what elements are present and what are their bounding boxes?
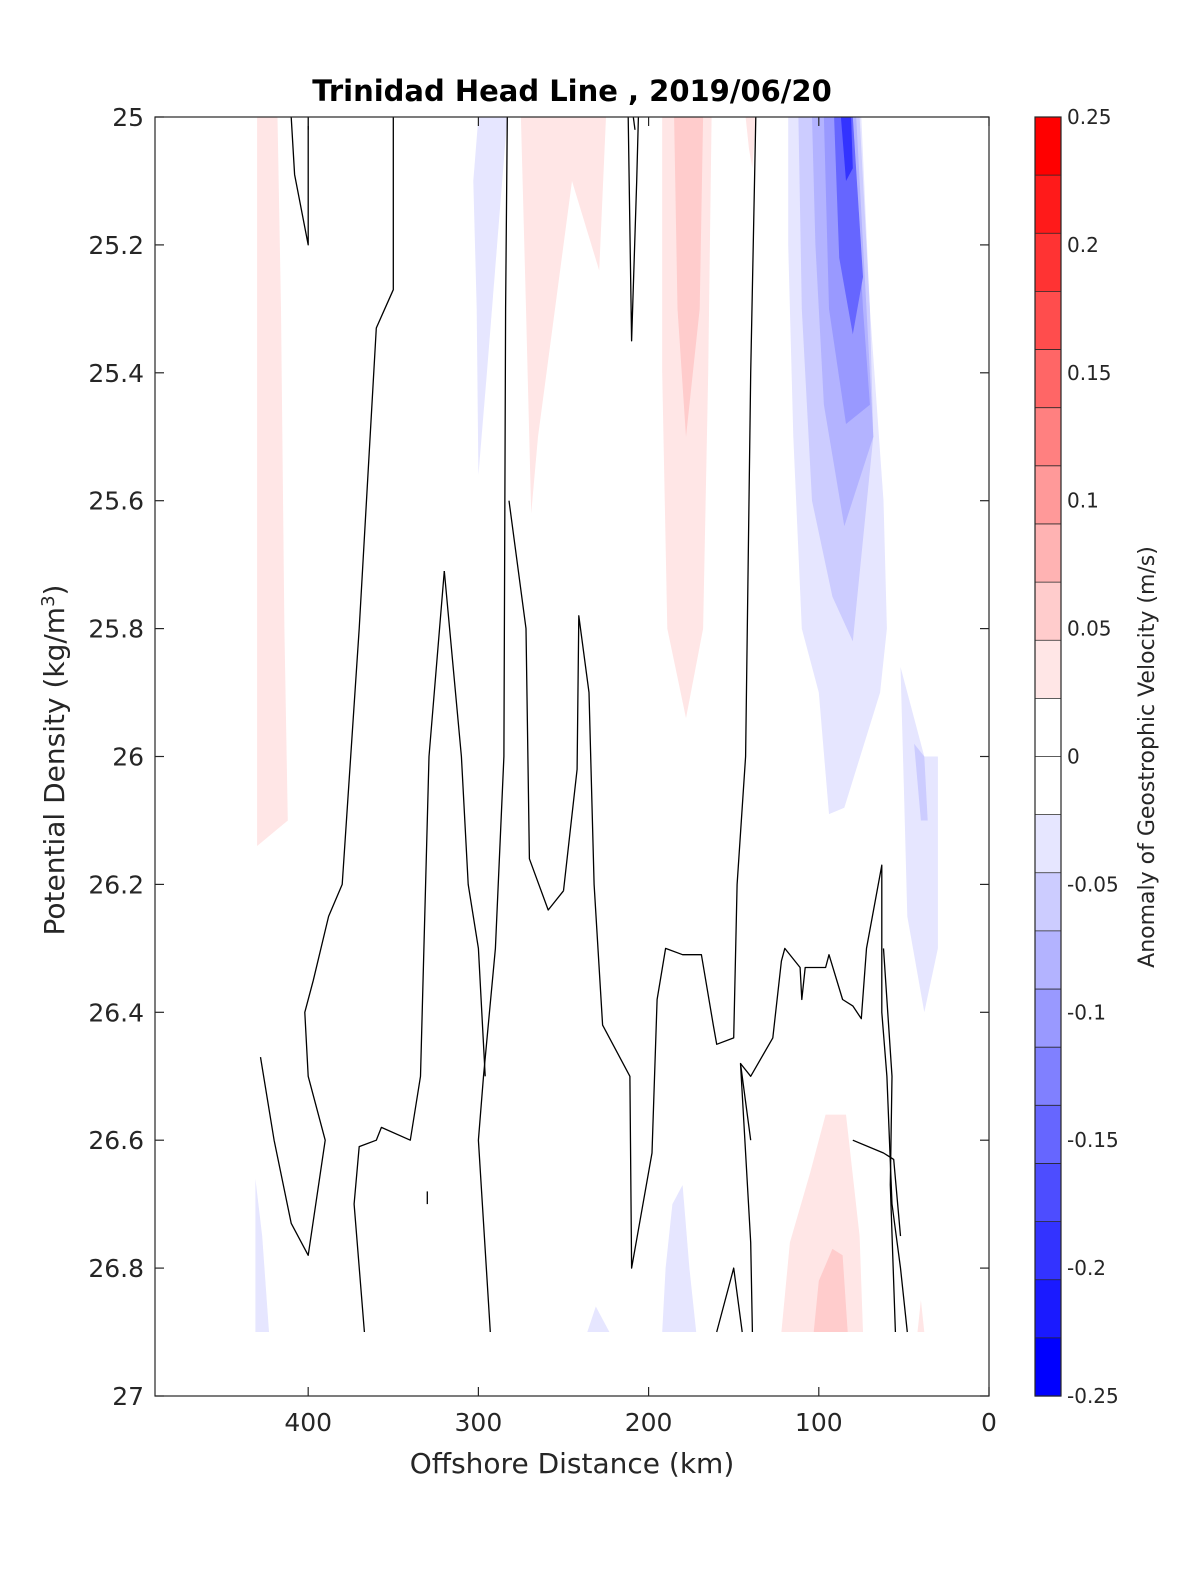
- zero-contour-6: [627, 116, 640, 342]
- zero-contour-2: [259, 117, 394, 1256]
- x-tick-label: 200: [625, 1408, 673, 1437]
- zero-contour-layer: [259, 116, 908, 1333]
- zero-contour-7: [632, 116, 636, 130]
- colorbar-tick-label: -0.1: [1067, 1000, 1106, 1024]
- colorbar-band-15: [1035, 989, 1061, 1048]
- zero-contour-14: [852, 1139, 902, 1237]
- chart-title: Trinidad Head Line , 2019/06/20: [312, 74, 832, 108]
- colorbar-band-20: [1035, 1279, 1061, 1339]
- y-tick-label: 25: [112, 103, 144, 132]
- x-tick-label: 100: [795, 1408, 843, 1437]
- axis-ticks-layer: 400 300 200 100 0 25 25.2 25.4 25.6 25.8 26 26.2 26.…: [88, 103, 997, 1437]
- y-axis-label-superscript: 3: [38, 595, 59, 606]
- filled-region-1: [473, 117, 508, 476]
- colorbar-band-1: [1035, 175, 1061, 234]
- colorbar-frame: [1034, 116, 1062, 1397]
- zero-contour-10: [716, 1267, 743, 1333]
- filled-region-2: [520, 117, 606, 514]
- filled-region-15: [587, 1306, 610, 1332]
- colorbar-band-16: [1035, 1047, 1061, 1106]
- colorbar-band-13: [1035, 872, 1061, 932]
- filled-region-12: [900, 667, 938, 1013]
- colorbar-band-12: [1035, 814, 1061, 874]
- filled-regions-layer: [255, 117, 938, 1332]
- y-tick-label: 25.8: [88, 615, 144, 644]
- filled-region-11: [840, 117, 853, 181]
- filled-region-18: [813, 1248, 848, 1332]
- colorbar-band-0: [1035, 117, 1061, 176]
- zero-contour-5: [353, 570, 445, 1333]
- x-tick-label: 0: [981, 1408, 997, 1437]
- colorbar-tick-label: 0.25: [1067, 105, 1112, 129]
- colorbar-band-19: [1035, 1221, 1061, 1281]
- colorbar-band-7: [1035, 523, 1061, 583]
- colorbar-band-8: [1035, 582, 1061, 641]
- colorbar-tick-label: 0.05: [1067, 617, 1112, 641]
- colorbar-band-3: [1035, 291, 1061, 351]
- colorbar-band-18: [1035, 1163, 1061, 1223]
- colorbar-tick-label: -0.05: [1067, 872, 1119, 896]
- zero-contour-0: [290, 116, 309, 246]
- colorbar-band-10: [1035, 698, 1061, 758]
- zero-contour-13: [882, 948, 897, 1333]
- y-axis-label-main: Potential Density (kg/m: [38, 607, 71, 936]
- y-tick-label: 26.4: [88, 998, 144, 1027]
- y-tick-label: 26.6: [88, 1126, 144, 1155]
- filled-region-4: [674, 117, 704, 437]
- filled-region-0: [257, 117, 288, 846]
- y-tick-label: 25.2: [88, 231, 144, 260]
- colorbar-band-6: [1035, 465, 1061, 525]
- colorbar-band-9: [1035, 640, 1061, 699]
- y-tick-label: 26.8: [88, 1254, 144, 1283]
- colorbar-band-14: [1035, 930, 1061, 990]
- filled-region-10: [834, 117, 863, 335]
- colorbar-tick-label: -0.15: [1067, 1128, 1119, 1152]
- x-tick-label: 400: [284, 1408, 332, 1437]
- filled-region-13: [914, 743, 928, 821]
- colorbar-label: Anomaly of Geostrophic Velocity (m/s): [1135, 546, 1160, 968]
- colorbar-band-2: [1035, 233, 1061, 293]
- colorbar-band-4: [1035, 349, 1061, 409]
- x-axis-label: Offshore Distance (km): [410, 1447, 735, 1480]
- y-tick-label: 27: [112, 1382, 144, 1411]
- filled-region-19: [917, 1300, 925, 1332]
- colorbar-tick-label: 0: [1067, 745, 1080, 769]
- y-tick-label: 25.4: [88, 359, 144, 388]
- colorbar-tick-label: 0.2: [1067, 233, 1099, 257]
- colorbar-band-17: [1035, 1105, 1061, 1165]
- colorbar-band-5: [1035, 407, 1061, 467]
- colorbar-band-21: [1035, 1337, 1061, 1397]
- zero-contour-3: [477, 116, 508, 1333]
- y-axis-label-close: ): [38, 585, 71, 596]
- y-tick-label: 26: [112, 743, 144, 772]
- zero-contour-12: [739, 864, 908, 1333]
- colorbar-tick-label: 0.15: [1067, 361, 1112, 385]
- y-tick-label: 26.2: [88, 870, 144, 899]
- y-axis-label: Potential Density (kg/m3): [38, 585, 72, 936]
- colorbar-tick-label: 0.1: [1067, 489, 1099, 513]
- filled-region-5: [745, 117, 756, 169]
- zero-contour-11: [739, 1062, 754, 1333]
- filled-region-14: [255, 1178, 269, 1332]
- colorbar-tick-label: -0.25: [1067, 1384, 1119, 1408]
- colorbar-tick-label: -0.2: [1067, 1256, 1106, 1280]
- x-tick-label: 300: [455, 1408, 503, 1437]
- y-tick-label: 25.6: [88, 487, 144, 516]
- zero-contour-8: [562, 116, 757, 1269]
- zero-contour-4: [443, 570, 486, 1077]
- colorbar-band-11: [1035, 756, 1061, 816]
- zero-contour-9: [508, 500, 565, 911]
- colorbar: 0.25 0.2 0.15 0.1 0.05 0 -0.05 -0.1 -0.15 -0.2 -0.…: [1034, 105, 1119, 1408]
- filled-region-16: [662, 1185, 697, 1332]
